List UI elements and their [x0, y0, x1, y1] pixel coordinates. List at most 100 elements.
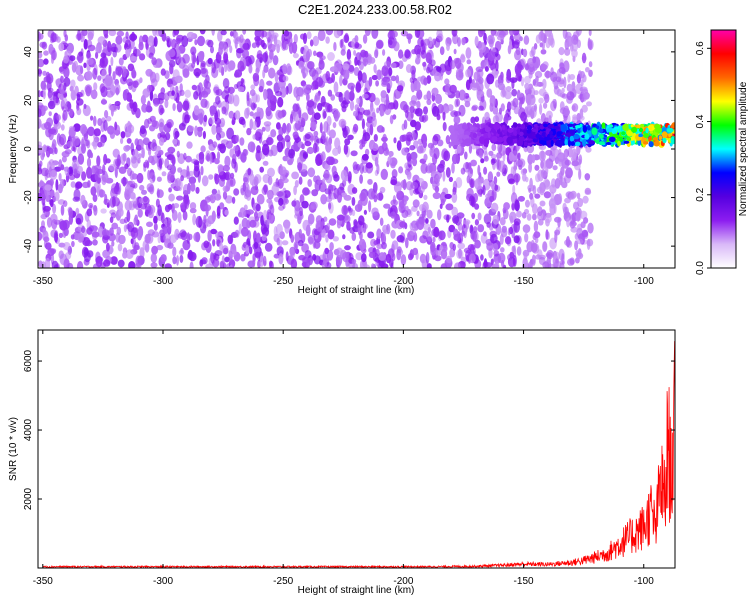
heatmap-cell: [138, 35, 144, 47]
heatmap-cell: [124, 200, 133, 211]
heatmap-cell: [93, 128, 101, 137]
heatmap-cell: [517, 152, 521, 161]
heatmap-cell: [386, 78, 393, 90]
heatmap-cell: [182, 100, 190, 111]
heatmap-cell: [164, 263, 172, 268]
heatmap-cell: [203, 87, 211, 95]
heatmap-cell: [223, 247, 229, 255]
heatmap-cell: [64, 166, 70, 177]
heatmap-cell: [425, 252, 430, 264]
heatmap-cell: [158, 149, 164, 156]
heatmap-cell: [359, 231, 363, 241]
heatmap-cell: [321, 131, 326, 140]
heatmap-cell: [93, 205, 98, 216]
heatmap-cell: [498, 160, 506, 173]
heatmap-cell: [68, 174, 76, 181]
heatmap-cell: [172, 246, 177, 257]
heatmap-cell: [520, 111, 527, 122]
heatmap-cell: [317, 102, 323, 112]
heatmap-cell: [348, 90, 355, 102]
heatmap-cell: [283, 30, 290, 37]
heatmap-cell: [416, 100, 421, 109]
heatmap-cell: [363, 223, 368, 229]
heatmap-cell: [338, 118, 347, 128]
heatmap-cell: [351, 196, 356, 206]
heatmap-cell: [208, 174, 214, 180]
heatmap-cell: [275, 223, 283, 236]
heatmap-cell: [269, 260, 273, 267]
heatmap-cell: [453, 48, 457, 55]
heatmap-cell: [503, 202, 510, 211]
heatmap-cell: [443, 262, 451, 268]
heatmap-cell: [477, 132, 481, 137]
heatmap-cell: [522, 48, 528, 58]
heatmap-cell: [523, 35, 530, 45]
heatmap-cell: [54, 147, 58, 155]
heatmap-cell: [480, 158, 485, 164]
heatmap-cell: [554, 216, 562, 223]
heatmap-cell: [81, 171, 87, 181]
heatmap-cell: [304, 250, 312, 259]
heatmap-cell: [565, 167, 573, 179]
heatmap-cell: [491, 180, 495, 191]
heatmap-cell: [115, 87, 120, 96]
heatmap-cell: [541, 131, 547, 138]
heatmap-cell: [226, 62, 233, 72]
heatmap-cell: [325, 30, 334, 36]
heatmap-cell: [549, 134, 554, 139]
heatmap-cell: [398, 166, 404, 174]
heatmap-cell: [158, 137, 165, 146]
heatmap-cell: [101, 229, 110, 237]
heatmap-cell: [90, 89, 98, 100]
heatmap-cell: [368, 76, 373, 87]
heatmap-cell: [367, 231, 375, 239]
heatmap-cell: [313, 130, 319, 137]
heatmap-cell: [176, 101, 183, 113]
heatmap-cell: [52, 203, 57, 214]
heatmap-cell: [193, 232, 201, 242]
heatmap-cell: [267, 189, 274, 200]
heatmap-cell: [410, 95, 417, 105]
heatmap-cell: [648, 141, 654, 148]
heatmap-cell: [382, 133, 387, 144]
heatmap-cell: [398, 49, 404, 59]
heatmap-cell: [249, 89, 256, 97]
heatmap-cell: [276, 246, 284, 256]
heatmap-cell: [410, 181, 419, 190]
heatmap-cell: [219, 202, 225, 210]
heatmap-cell: [532, 154, 536, 164]
heatmap-cell: [557, 152, 566, 163]
heatmap-cell: [122, 251, 128, 259]
heatmap-cell: [630, 124, 634, 128]
heatmap-cell: [41, 193, 46, 200]
heatmap-cell: [50, 32, 57, 43]
heatmap-cell: [39, 180, 45, 186]
heatmap-cell: [343, 194, 352, 201]
heatmap-cell: [120, 76, 128, 85]
heatmap-cell: [110, 105, 114, 117]
heatmap-cell: [524, 232, 529, 243]
heatmap-cell: [419, 115, 425, 123]
heatmap-cell: [392, 30, 398, 38]
heatmap-cell: [591, 127, 598, 136]
heatmap-cell: [149, 172, 156, 184]
heatmap-cell: [393, 182, 402, 194]
heatmap-cell: [216, 151, 221, 161]
heatmap-cell: [294, 243, 298, 253]
heatmap-cell: [171, 90, 175, 96]
heatmap-cell: [292, 103, 299, 112]
heatmap-cell: [507, 227, 511, 236]
heatmap-cell: [405, 64, 413, 73]
heatmap-cell: [400, 30, 409, 37]
heatmap-cell: [533, 90, 539, 96]
heatmap-cell: [231, 119, 236, 126]
heatmap-cell: [129, 33, 138, 41]
heatmap-cell: [347, 134, 354, 140]
heatmap-cell: [55, 96, 59, 104]
heatmap-cell: [489, 233, 498, 244]
heatmap-cell: [217, 164, 224, 171]
heatmap-cell: [436, 66, 442, 72]
heatmap-cell: [452, 135, 457, 143]
heatmap-cell: [356, 97, 361, 105]
heatmap-cell: [390, 75, 397, 82]
